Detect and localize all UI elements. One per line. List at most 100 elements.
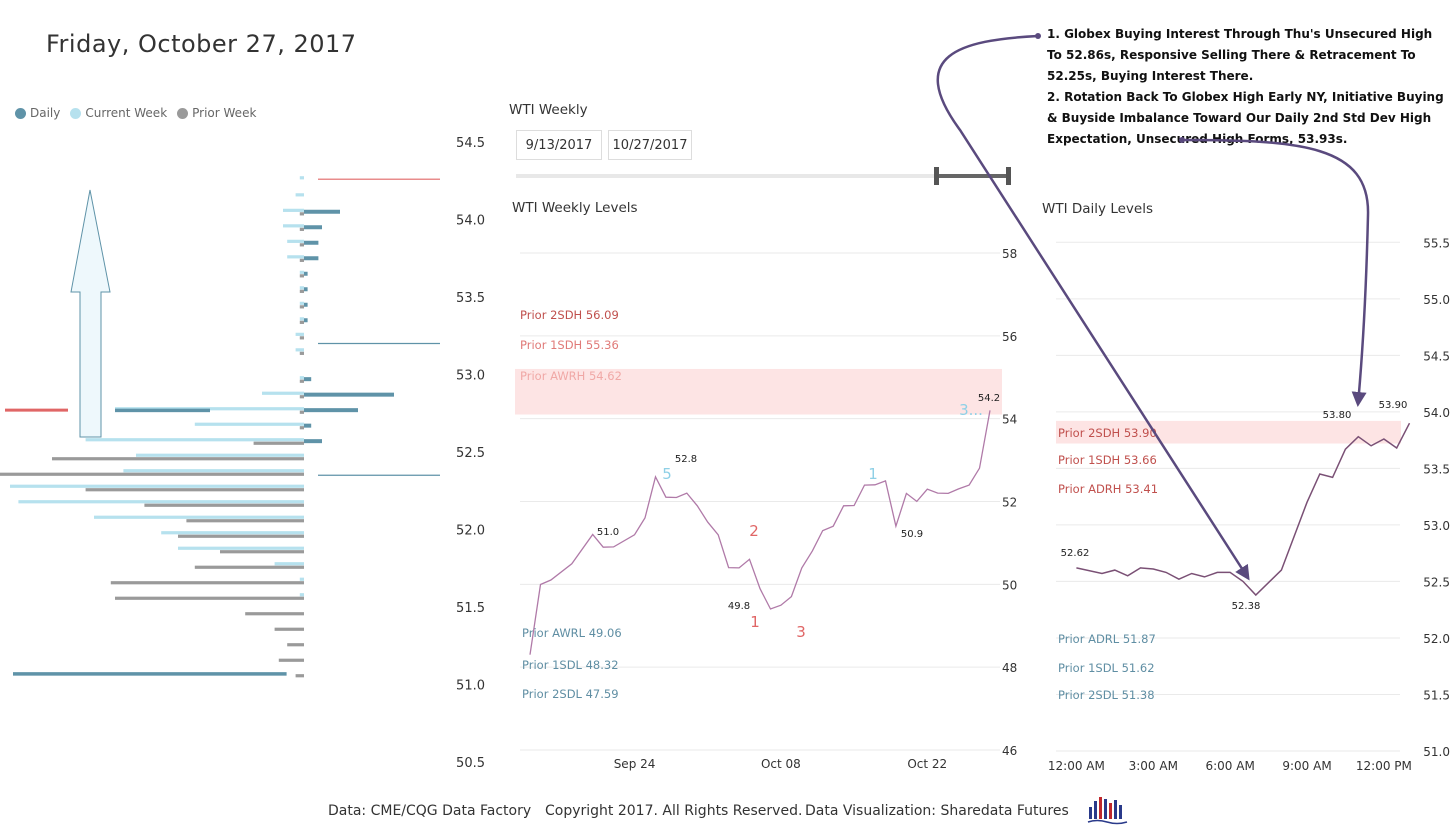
price-tick-label: 52.0	[456, 524, 485, 539]
daily-bar-right	[304, 377, 312, 382]
daily-y-tick-label: 54.5	[1423, 349, 1450, 363]
prior-week-bar	[186, 519, 304, 523]
weekly-x-tick-label: Oct 22	[907, 757, 947, 771]
prior-week-bar	[299, 212, 304, 216]
daily-y-tick-label: 53.5	[1423, 462, 1450, 476]
daily-resistance-band	[1056, 420, 1401, 444]
annotation-line-1: 1. Globex Buying Interest Through Thu's …	[1047, 27, 1433, 83]
daily-y-tick-label: 52.0	[1423, 632, 1450, 646]
weekly-price-label: 51.0	[597, 527, 619, 538]
date-end-input[interactable]: 10/27/2017	[608, 130, 692, 160]
prior-week-bar	[85, 488, 304, 492]
prior-week-bar	[299, 395, 304, 399]
current-week-bar	[299, 286, 304, 290]
daily-bar-right	[304, 256, 319, 261]
daily-bar-right	[304, 408, 358, 413]
prior-week-bar	[52, 457, 304, 461]
annotation-text: 1. Globex Buying Interest Through Thu's …	[1047, 24, 1447, 150]
slider-handle-end[interactable]	[1006, 167, 1011, 185]
daily-level-label: Prior 1SDL 51.62	[1058, 661, 1155, 675]
prior-week-bar	[245, 612, 304, 616]
daily-price-label: 53.90	[1379, 400, 1408, 411]
prior-week-bar	[299, 351, 304, 355]
current-week-bar	[194, 422, 304, 426]
weekly-price-label: 54.2	[978, 393, 1000, 404]
prior-week-bar	[0, 472, 305, 476]
prior-week-bar	[287, 643, 304, 647]
prior-week-bar	[299, 274, 304, 278]
price-tick-label: 51.5	[456, 601, 485, 616]
daily-price-label: 52.38	[1232, 601, 1261, 612]
weekly-level-label: Prior AWRH 54.62	[520, 369, 622, 383]
volume-profile-chart: 54.5 54.0 53.5 53.0 52.5 52.0 51.5 51.0 50.5	[0, 136, 485, 771]
date-range-slider[interactable]	[510, 165, 1020, 191]
current-week-bar	[283, 224, 304, 228]
current-week-bar	[299, 270, 304, 274]
prior-week-bar	[194, 565, 304, 569]
current-week-bar	[299, 577, 304, 581]
prior-week-bar	[299, 426, 304, 430]
prior-week-bar	[299, 243, 304, 247]
daily-bar-right	[304, 318, 308, 323]
daily-bar-right	[304, 302, 308, 307]
weekly-y-tick-label: 58	[1002, 247, 1017, 261]
current-week-bar	[94, 515, 304, 519]
prior-week-bar	[274, 627, 304, 631]
prior-week-bar	[299, 227, 304, 231]
weekly-price-line	[529, 410, 991, 655]
daily-bar-right	[304, 240, 319, 245]
current-week-bar	[136, 453, 304, 457]
daily-y-tick-label: 53.0	[1423, 519, 1450, 533]
prior-week-bar	[115, 596, 304, 600]
weekly-level-label: Prior 2SDL 47.59	[522, 687, 619, 701]
legend: Daily Current Week Prior Week	[15, 106, 256, 120]
current-week-bar	[295, 348, 304, 352]
legend-daily[interactable]: Daily	[15, 106, 60, 120]
price-tick-label: 53.5	[456, 291, 485, 306]
current-week-bar	[295, 193, 304, 197]
legend-prior-week[interactable]: Prior Week	[177, 106, 256, 120]
prior-week-bar	[299, 336, 304, 340]
prior-week-bar	[299, 305, 304, 309]
current-week-bar	[274, 562, 304, 566]
price-tick-label: 54.0	[456, 214, 485, 229]
prior-week-bar	[295, 674, 304, 678]
current-week-bar	[18, 500, 305, 504]
date-start-input[interactable]: 9/13/2017	[516, 130, 602, 160]
daily-x-tick-label: 12:00 AM	[1048, 759, 1105, 773]
price-tick-label: 54.5	[456, 136, 485, 151]
current-week-bar	[295, 332, 304, 336]
daily-y-tick-label: 51.5	[1423, 688, 1450, 702]
weekly-y-tick-label: 54	[1002, 413, 1017, 427]
up-arrow-icon	[70, 189, 111, 438]
prior-week-bar	[253, 441, 304, 445]
current-week-bar	[262, 391, 304, 395]
daily-bar-right	[304, 271, 308, 276]
annotation-arrow-2	[1181, 138, 1370, 407]
legend-prior-week-label: Prior Week	[192, 106, 257, 120]
weekly-y-tick-label: 50	[1002, 578, 1017, 592]
daily-y-tick-label: 55.0	[1423, 293, 1450, 307]
legend-current-week[interactable]: Current Week	[70, 106, 167, 120]
footer-credit: Data Visualization: Sharedata Futures	[805, 803, 1069, 819]
current-week-bar	[123, 469, 305, 473]
current-week-bar	[10, 484, 304, 488]
weekly-price-label: 49.8	[728, 601, 750, 612]
prior-week-bar	[220, 550, 304, 554]
current-week-bar	[299, 376, 304, 380]
weekly-chart-title: WTI Weekly Levels	[512, 200, 638, 216]
prior-week-bar	[299, 410, 304, 414]
daily-x-tick-label: 6:00 AM	[1205, 759, 1254, 773]
wave-label-red: 3	[796, 623, 806, 641]
price-tick-label: 53.0	[456, 369, 485, 384]
daily-level-label: Prior 2SDH 53.90	[1058, 426, 1157, 440]
slider-handle-start[interactable]	[934, 167, 939, 185]
prior-week-bar	[299, 379, 304, 383]
current-week-bar	[299, 176, 304, 180]
prior-week-bar	[299, 289, 304, 293]
current-week-bar	[287, 239, 304, 243]
daily-levels-chart: 51.0 51.5 52.0 52.5 53.0 53.5 54.0 54.5 55.0 55.5…	[1048, 236, 1450, 773]
daily-chart-title: WTI Daily Levels	[1042, 201, 1153, 217]
daily-level-label: Prior ADRH 53.41	[1058, 482, 1158, 496]
